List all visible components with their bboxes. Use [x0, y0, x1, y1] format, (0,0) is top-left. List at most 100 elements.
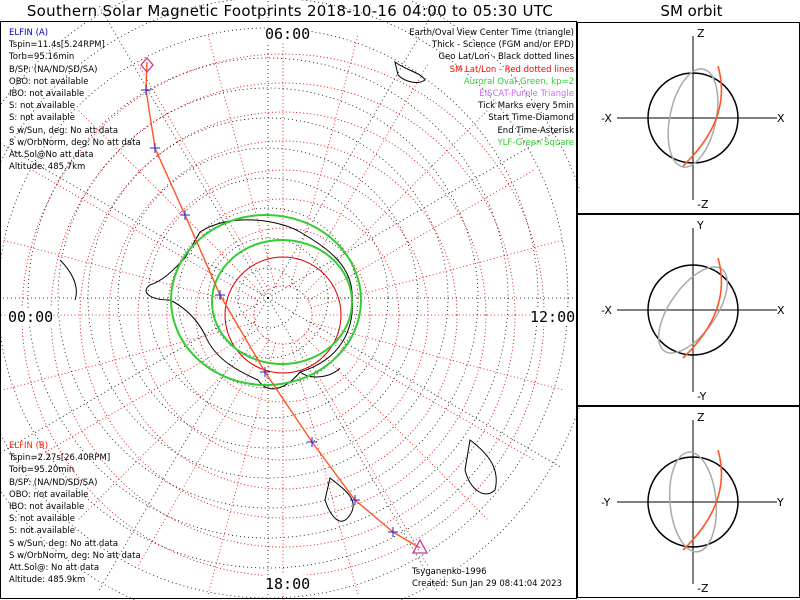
sm-lon-line — [2, 322, 256, 391]
sat-a-line: Altitude: 485.7km — [9, 162, 86, 173]
sat-a-line: S: not available — [9, 101, 75, 112]
geo-lat-circle — [57, 87, 479, 509]
legend-item: Tick Marks every 5min — [478, 101, 574, 112]
sat-b-line: S w/Sun, deg: No att data — [9, 538, 119, 549]
legend-item: EISCAT-Purple Triangle — [479, 88, 574, 99]
mlt-bottom-label: 18:00 — [265, 575, 311, 593]
orbit-axis-label: Y — [696, 219, 704, 232]
orbit-axis-label: Y — [776, 496, 784, 509]
sm-lon-line — [137, 339, 269, 567]
geo-lon-line — [97, 297, 269, 593]
sm-lon-line — [303, 335, 489, 521]
page-title: Southern Solar Magnetic Footprints 2018-… — [26, 2, 554, 20]
geo-lon-line — [267, 297, 439, 593]
orbit-axis-label: Z — [697, 27, 705, 40]
legend-item: End Time-Asterisk — [497, 125, 574, 136]
orbit-axis-label: -Y — [601, 496, 611, 509]
geo-lon-line — [267, 3, 439, 299]
mlt-right-label: 12:00 — [530, 308, 576, 326]
sm-lon-line — [31, 329, 259, 461]
legend-item: YLF-Green Square — [497, 137, 574, 148]
sm-lat-circle — [195, 227, 371, 403]
orbit-axis-label: -Z — [697, 198, 709, 211]
sm-lon-line — [307, 329, 535, 461]
sat-a-name: ELFIN (A) — [9, 28, 49, 38]
sat-a-line: IBO: not available — [9, 88, 85, 99]
map-frame — [0, 21, 577, 599]
orbit-axis-label: -Z — [697, 582, 709, 595]
geo-lat-circle — [117, 147, 419, 449]
orbit-track-arc — [682, 65, 723, 167]
sm-lat-circle — [79, 111, 487, 519]
sm-lon-line — [310, 322, 564, 391]
sm-lat-circle — [137, 169, 429, 461]
sm-pole-circle — [224, 256, 342, 374]
end-triangle — [411, 538, 429, 554]
sat-b-line: OBO: not available — [9, 489, 89, 500]
sat-b-line: Torb=95.20min — [9, 465, 75, 476]
polar-map — [0, 0, 580, 600]
sat-a-line: S w/OrbNorm, deg: No att data — [9, 137, 141, 148]
legend-item: Earth/Oval View Center Time (triangle) — [409, 28, 574, 38]
legend-item: Thick - Science (FGM and/or EPD) — [431, 40, 574, 51]
orbit-path — [657, 266, 729, 354]
orbit-track — [145, 61, 421, 549]
orbit-axis-label: Z — [697, 411, 705, 424]
coast-segment — [324, 477, 354, 522]
auroral-oval-outer — [170, 214, 362, 386]
sat-b-line: Tspin=2.27s[26.40RPM] — [9, 453, 111, 464]
orbit-track-arc — [682, 257, 723, 359]
geo-lat-circle — [237, 267, 299, 329]
geo-lon-line — [0, 142, 269, 299]
geo-lon-line — [267, 297, 563, 469]
sat-a-line: S: not available — [9, 113, 75, 124]
sm-lon-line — [297, 63, 429, 291]
sat-b-line: Altitude: 485.9km — [9, 575, 86, 586]
auroral-oval-inner — [211, 239, 353, 365]
coast-segment — [464, 439, 497, 495]
sm-lon-line — [207, 34, 276, 288]
sm-lon-line — [310, 239, 564, 308]
sm-lat-circle — [108, 140, 458, 490]
orbit-axis-label: -X — [601, 304, 612, 317]
sat-a-line: Att.Sol@No att data — [9, 149, 94, 160]
legend: Earth/Oval View Center Time (triangle) T… — [409, 27, 574, 149]
sat-a-line: Torb=95.16min — [9, 52, 75, 63]
coast-segment — [299, 367, 341, 378]
orbit-axis-label: -X — [601, 112, 612, 125]
orbit-axis-label: X — [777, 304, 785, 317]
sm-lon-line — [207, 342, 276, 596]
sat-b-info: ELFIN (B) Tspin=2.27s[26.40RPM] Torb=95.… — [9, 440, 141, 586]
sm-lon-line — [137, 63, 269, 291]
antarctica-coastline — [145, 219, 354, 390]
orbit-path — [667, 68, 719, 168]
orbit-track-arc — [682, 449, 723, 551]
orbit-panels: Z -Z -X X Y -Y -X X Z -Z -Y Y — [577, 22, 800, 598]
legend-item: Geo Lat/Lon - Black dotted lines — [438, 52, 574, 63]
legend-item: Auroral Oval-Green, kp=2 — [463, 76, 574, 87]
earth-circle — [647, 72, 739, 164]
sm-lon-line — [290, 342, 359, 596]
sm-lon-line — [77, 335, 263, 521]
sm-lon-line — [77, 109, 263, 295]
orbit-path — [668, 451, 718, 553]
geo-lat-circle — [0, 27, 539, 569]
orbit-title: SM orbit — [660, 2, 723, 20]
geo-lon-line — [267, 127, 563, 299]
created-label: Created: Sun Jan 29 08:41:04 2023 — [412, 579, 562, 589]
sat-b-line: B/SP: (NA/ND/SD/SA) — [9, 477, 98, 488]
coast-segment — [394, 60, 426, 83]
sat-a-line: OBO: not available — [9, 76, 89, 87]
earth-circle — [647, 264, 739, 356]
orbit-axis-label: -Y — [697, 390, 707, 403]
legend-item: Start Time-Diamond — [488, 113, 574, 124]
model-label: Tsyganenko-1996 — [412, 567, 487, 577]
sat-b-line: S: not available — [9, 526, 75, 537]
orbit-axis-label: X — [777, 112, 785, 125]
sm-lon-line — [31, 169, 259, 301]
geo-lon-line — [0, 297, 269, 454]
coast-segment — [59, 259, 77, 301]
geo-lat-circle — [177, 207, 359, 389]
sat-b-line: IBO: not available — [9, 501, 85, 512]
sm-lon-line — [290, 34, 359, 288]
